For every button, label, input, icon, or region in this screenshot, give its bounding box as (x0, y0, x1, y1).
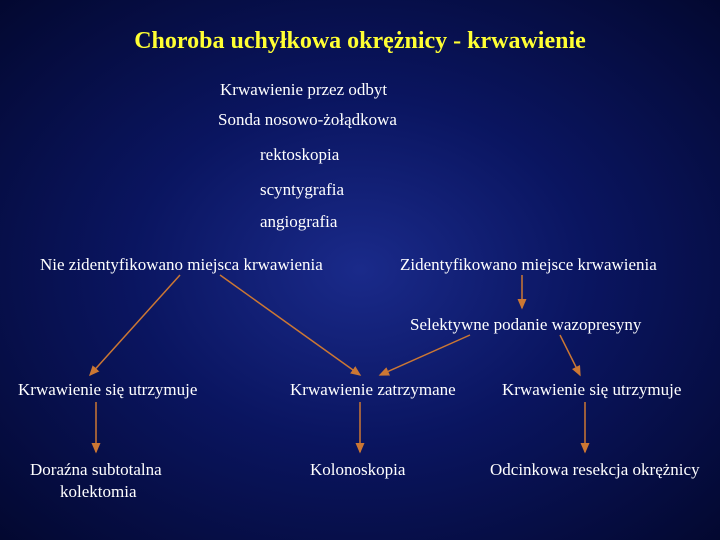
branch-identified: Zidentyfikowano miejsce krwawienia (400, 255, 657, 275)
step-4: scyntygrafia (260, 180, 344, 200)
step-2: Sonda nosowo-żołądkowa (218, 110, 397, 130)
branch-not-identified: Nie zidentyfikowano miejsca krwawienia (40, 255, 323, 275)
step-1: Krwawienie przez odbyt (220, 80, 387, 100)
step-3: rektoskopia (260, 145, 339, 165)
outcome-colectomy-1: Doraźna subtotalna (30, 460, 162, 480)
vasopressin-step: Selektywne podanie wazopresyny (410, 315, 641, 335)
outcome-resection: Odcinkowa resekcja okrężnicy (490, 460, 700, 480)
bleeding-persists-2: Krwawienie się utrzymuje (502, 380, 681, 400)
bleeding-persists-1: Krwawienie się utrzymuje (18, 380, 197, 400)
bleeding-stopped: Krwawienie zatrzymane (290, 380, 456, 400)
page-title: Choroba uchyłkowa okrężnicy - krwawienie (0, 28, 720, 55)
step-5: angiografia (260, 212, 337, 232)
outcome-colectomy-2: kolektomia (60, 482, 136, 502)
outcome-colonoscopy: Kolonoskopia (310, 460, 405, 480)
